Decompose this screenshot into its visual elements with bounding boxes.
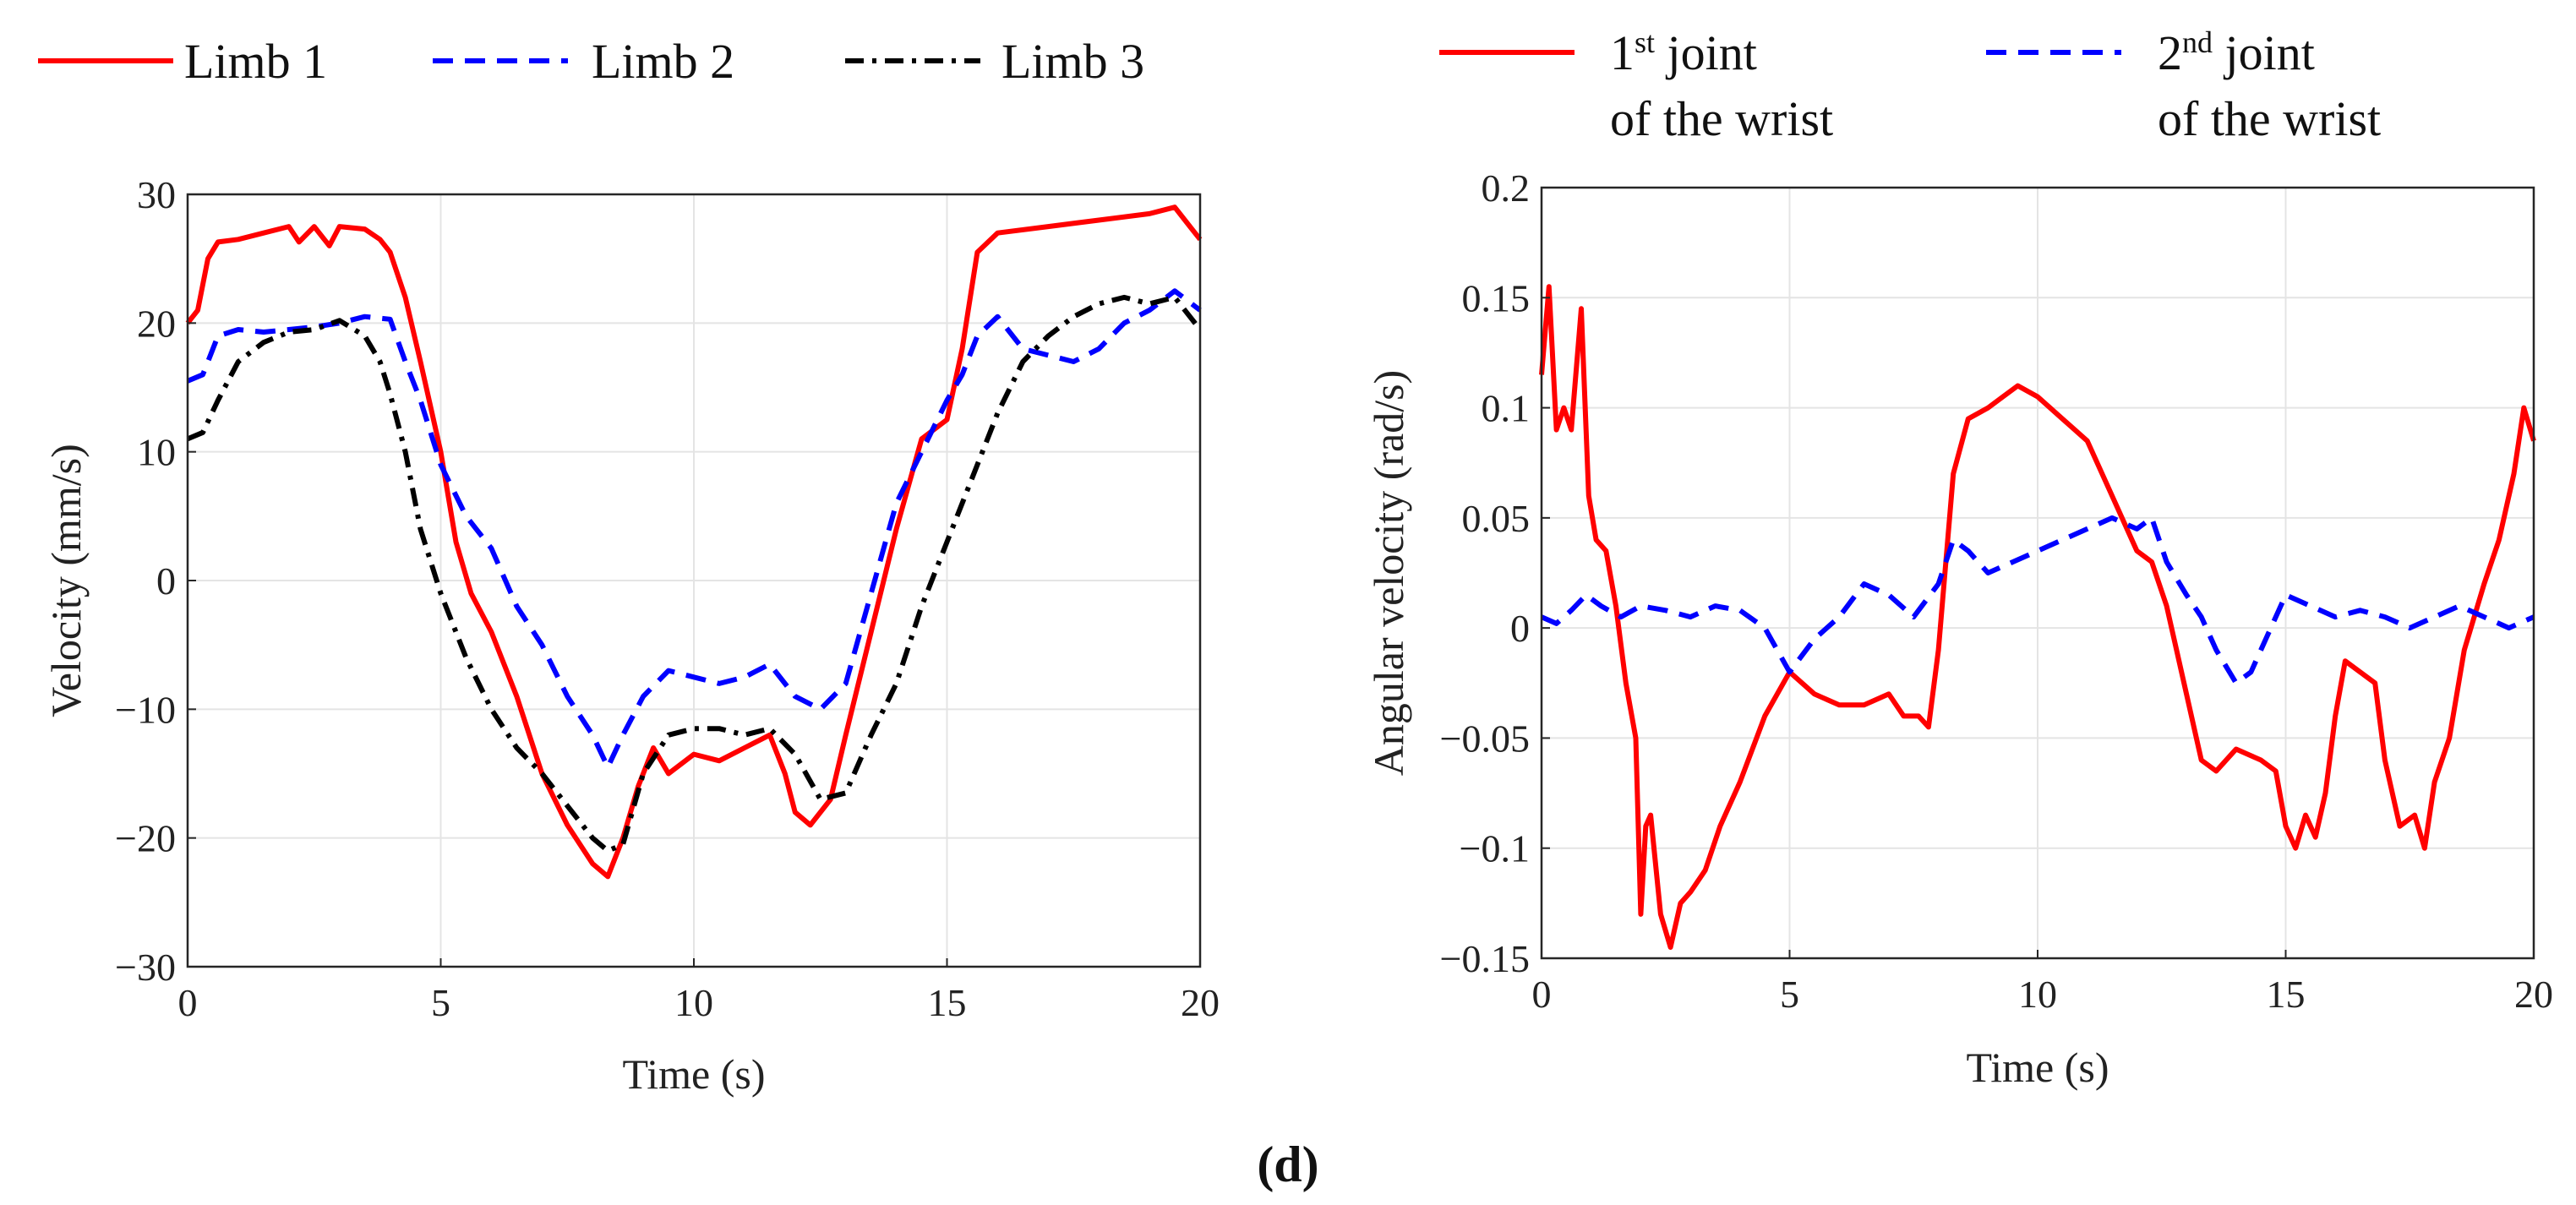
legend-joint1-label-line1: 1st joint <box>1610 25 1757 80</box>
legend-limb2-label: Limb 2 <box>592 34 734 89</box>
left-ytick-label: 10 <box>137 431 176 474</box>
legend-joint1-rest: joint <box>1655 25 1757 80</box>
left-xtick-label: 0 <box>178 981 198 1024</box>
left-tick-labels: 0 5 10 15 20 30 20 10 0 −10 −20 −30 <box>115 173 1220 1024</box>
left-legend: Limb 1 Limb 2 Limb 3 <box>38 34 1144 89</box>
right-x-axis-label: Time (s) <box>1966 1044 2109 1091</box>
legend-joint2-label-line1: 2nd joint <box>2158 25 2315 80</box>
right-xtick-label: 15 <box>2267 973 2306 1016</box>
legend-limb3-label: Limb 3 <box>1001 34 1144 89</box>
right-xtick-label: 0 <box>1532 973 1552 1016</box>
right-ytick-label: 0.15 <box>1462 276 1531 319</box>
right-ytick-label: 0.2 <box>1482 166 1531 210</box>
right-legend: 1st joint of the wrist 2nd joint of the … <box>1439 25 2381 146</box>
right-series-2-line <box>1540 515 2535 686</box>
left-y-axis-label: Velocity (mm/s) <box>42 444 90 717</box>
left-grid <box>188 194 1200 967</box>
left-x-axis-label: Time (s) <box>622 1050 765 1098</box>
legend-joint1-number: 1 <box>1610 25 1635 80</box>
left-series-2-line <box>186 288 1202 770</box>
left-series-lines <box>185 204 1203 880</box>
right-series-1-line <box>1539 284 2536 950</box>
figure-caption: (d) <box>1257 1137 1318 1192</box>
left-ytick-label: −10 <box>115 688 176 731</box>
left-ytick-label: 0 <box>156 559 176 602</box>
legend-joint1-label-line2: of the wrist <box>1610 91 1833 146</box>
legend-joint2-label-line2: of the wrist <box>2158 91 2381 146</box>
right-ytick-label: −0.15 <box>1440 937 1530 980</box>
right-xtick-label: 20 <box>2514 973 2553 1016</box>
right-xtick-label: 10 <box>2018 973 2057 1016</box>
left-xtick-label: 15 <box>928 981 967 1024</box>
left-ytick-label: −20 <box>115 817 176 860</box>
right-ytick-label: −0.1 <box>1460 827 1530 870</box>
left-xtick-label: 10 <box>674 981 713 1024</box>
left-ytick-label: 30 <box>137 173 176 216</box>
right-chart: 0 5 10 15 20 0.2 0.15 0.1 0.05 0 −0.05 −0.1 −0.15 Ti… <box>1365 166 2553 1091</box>
legend-joint2-sup: nd <box>2182 25 2213 59</box>
right-ytick-label: 0.1 <box>1482 387 1531 430</box>
left-xtick-label: 20 <box>1181 981 1220 1024</box>
right-tick-labels: 0 5 10 15 20 0.2 0.15 0.1 0.05 0 −0.05 −0.1 −0.15 <box>1440 166 2553 1016</box>
legend-joint2-rest: joint <box>2213 25 2315 80</box>
legend-limb1-label: Limb 1 <box>184 34 327 89</box>
legend-joint1-sup: st <box>1635 25 1655 59</box>
left-chart: 0 5 10 15 20 30 20 10 0 −10 −20 −30 Time (s) Veloci… <box>42 173 1220 1098</box>
right-y-axis-label: Angular velocity (rad/s) <box>1365 370 1412 776</box>
left-xtick-label: 5 <box>431 981 450 1024</box>
right-ytick-label: 0.05 <box>1462 497 1531 540</box>
left-ytick-label: −30 <box>115 946 176 989</box>
right-xtick-label: 5 <box>1780 973 1799 1016</box>
right-grid <box>1542 188 2534 958</box>
left-ytick-label: 20 <box>137 302 176 345</box>
right-ytick-label: 0 <box>1510 607 1530 650</box>
legend-joint2-number: 2 <box>2158 25 2182 80</box>
right-series-lines <box>1539 284 2536 950</box>
left-series-3-line <box>186 294 1203 853</box>
right-ytick-label: −0.05 <box>1440 717 1530 760</box>
